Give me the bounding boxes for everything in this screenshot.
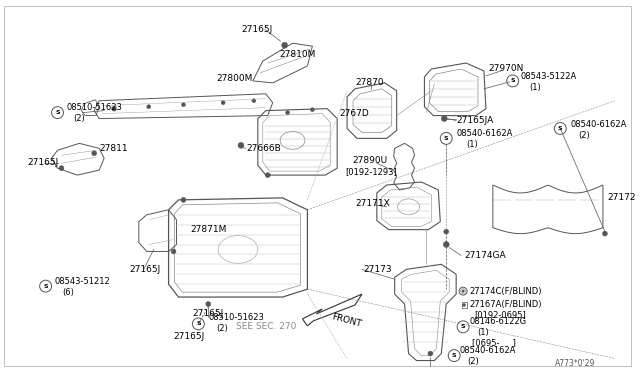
Text: [0695-     ]: [0695- ] [472,338,516,347]
Text: 27871M: 27871M [190,225,227,234]
Text: [0192-0695]: [0192-0695] [474,310,526,320]
Text: (1): (1) [529,83,541,92]
Text: 27165J: 27165J [173,332,205,341]
Circle shape [444,241,449,247]
Text: (2): (2) [74,114,85,123]
Text: S: S [461,324,465,329]
Text: 08146-6122G: 08146-6122G [469,317,526,326]
Circle shape [206,302,211,307]
Text: (2): (2) [578,131,590,140]
Circle shape [282,42,287,48]
Text: 27165J: 27165J [193,310,223,318]
Text: 08543-5122A: 08543-5122A [520,73,577,81]
Text: 27811: 27811 [99,144,128,153]
Text: 08540-6162A: 08540-6162A [459,346,515,355]
Text: (6): (6) [63,288,74,296]
Text: (2): (2) [467,357,479,366]
Circle shape [428,351,433,356]
Text: (1): (1) [466,140,478,149]
Circle shape [92,151,97,156]
Circle shape [310,108,314,112]
Text: 08540-6162A: 08540-6162A [570,120,627,129]
Circle shape [147,105,151,109]
Circle shape [221,101,225,105]
Circle shape [265,173,270,177]
Text: 27165J: 27165J [28,158,59,167]
Text: 27165J: 27165J [241,25,272,34]
Text: 27174GA: 27174GA [464,251,506,260]
Text: 27800M: 27800M [216,74,253,83]
Text: 27870: 27870 [355,78,383,87]
Circle shape [171,249,176,254]
Text: 27165J: 27165J [129,265,160,274]
Circle shape [238,142,244,148]
Text: 27970N: 27970N [488,64,524,74]
Circle shape [182,103,186,107]
Bar [461,302,467,308]
Circle shape [461,289,465,294]
Text: 08543-51212: 08543-51212 [54,277,110,286]
Text: 2767D: 2767D [339,109,369,118]
Text: (2): (2) [216,324,228,333]
Text: 08540-6162A: 08540-6162A [456,129,513,138]
Circle shape [442,116,447,122]
Text: S: S [196,321,201,326]
Circle shape [285,110,289,115]
Text: 27167A(F/BLIND): 27167A(F/BLIND) [469,301,541,310]
Text: 27890U: 27890U [352,156,387,165]
Text: 27171X: 27171X [355,199,390,208]
Text: 27165JA: 27165JA [456,116,493,125]
Circle shape [181,198,186,202]
Polygon shape [303,294,362,326]
Text: S: S [55,110,60,115]
Text: (1): (1) [477,328,489,337]
Text: S: S [44,284,48,289]
Circle shape [444,229,449,234]
Text: S: S [444,136,449,141]
Text: FRONT: FRONT [331,312,363,329]
Text: SEE SEC. 270: SEE SEC. 270 [236,322,296,331]
Circle shape [602,231,607,236]
Text: 08510-51623: 08510-51623 [67,103,122,112]
Circle shape [59,166,64,171]
Circle shape [461,290,465,293]
Text: S: S [452,353,456,358]
Circle shape [252,99,256,103]
Text: A773*0'29: A773*0'29 [556,359,596,368]
Text: S: S [558,126,563,131]
Text: 27174C(F/BLIND): 27174C(F/BLIND) [469,286,541,296]
Text: [0192-1293]: [0192-1293] [345,168,397,177]
Text: 27172: 27172 [607,193,636,202]
Text: 27810M: 27810M [280,49,316,59]
Text: S: S [510,78,515,83]
Circle shape [111,106,116,111]
Circle shape [463,304,465,307]
Text: 27173: 27173 [363,265,392,274]
Text: 27666B: 27666B [246,144,281,153]
Text: 08510-51623: 08510-51623 [208,313,264,323]
